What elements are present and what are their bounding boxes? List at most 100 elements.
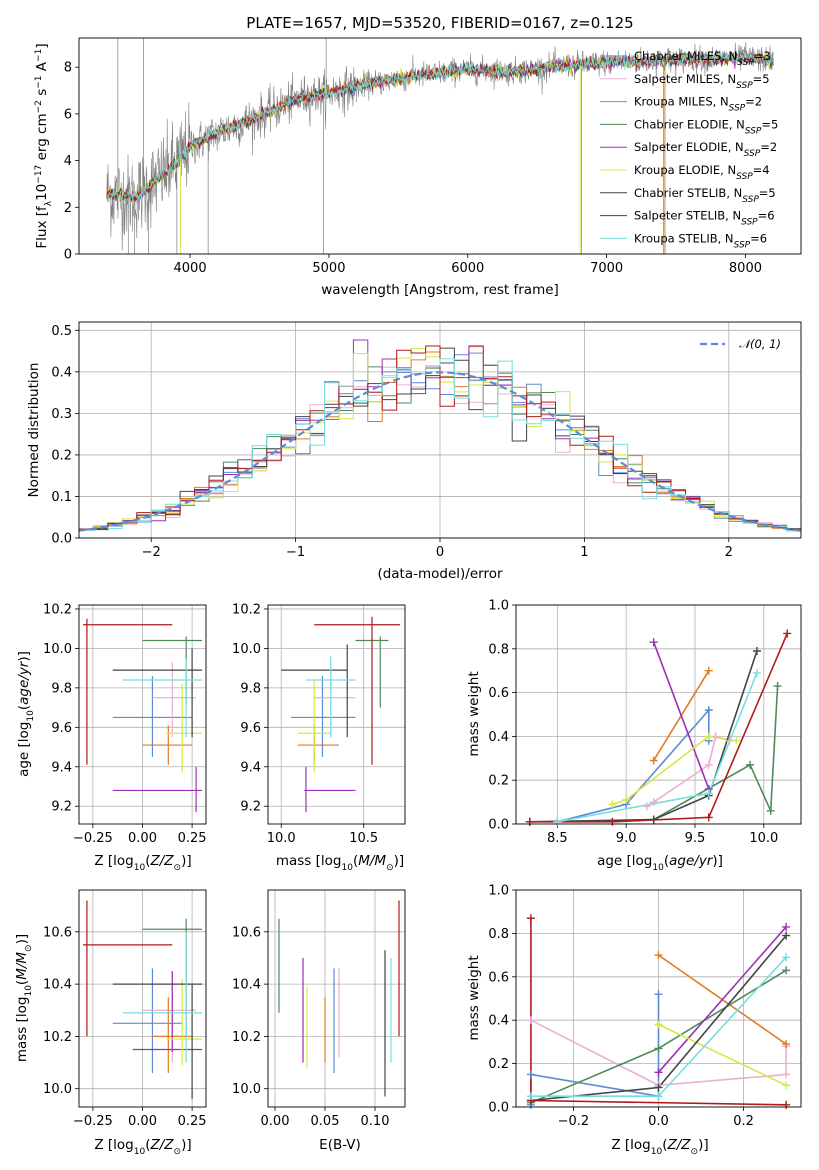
weight-point	[783, 629, 792, 638]
weight-line	[530, 1019, 787, 1087]
weight-point	[782, 931, 791, 940]
y-tick-label: 0.0	[488, 818, 509, 833]
y-tick-label: 10.0	[43, 642, 72, 657]
y-tick-label: 10.0	[232, 642, 261, 657]
legend-label: Chabrier STELIB, NSSP=5	[634, 186, 776, 205]
y-tick-label: 0.1	[51, 490, 72, 505]
y-tick-label: 10.2	[232, 602, 261, 617]
y-tick-label: 10.0	[232, 1082, 261, 1097]
weight-point	[654, 1083, 663, 1092]
y-tick-label: 6	[64, 107, 72, 122]
weight-point	[704, 813, 713, 822]
residuals-axes: −2 −1 0 1 2 0.0 0.1 0.2 0.3 0.4 0.5	[51, 321, 802, 560]
plot-area	[268, 890, 405, 1107]
y-tick-label: 0.0	[488, 1101, 509, 1116]
weight-point	[649, 756, 658, 765]
weight-point	[773, 682, 782, 691]
legend-label: Chabrier ELODIE, NSSP=5	[634, 117, 778, 136]
weight-line	[557, 707, 710, 823]
age-vs-mass-axes: 10.0 10.5 9.2 9.4 9.6 9.8 10.0 10.2	[232, 602, 406, 846]
y-tick-label: 9.4	[240, 760, 261, 775]
weight-point	[642, 802, 651, 811]
y-tick-label: 9.6	[240, 721, 261, 736]
weight-line	[530, 994, 660, 1105]
x-tick-label: 9.5	[685, 831, 706, 846]
x-tick-label: 8000	[729, 261, 762, 276]
weight-point	[654, 951, 663, 960]
axes-frame	[78, 604, 207, 825]
weight-line	[652, 641, 710, 790]
y-tick-label: 9.8	[240, 681, 261, 696]
legend-label: Kroupa ELODIE, NSSP=4	[634, 163, 770, 182]
weight-point	[782, 966, 791, 975]
plot-area	[268, 605, 405, 824]
spectrum-model-line	[106, 52, 774, 204]
x-tick-label: −0.25	[73, 1114, 113, 1129]
spectrum-axes: 4000 5000 6000 7000 8000 0 2 4 6 8	[64, 37, 802, 276]
x-tick-label: 4000	[174, 261, 207, 276]
y-tick-label: 2	[64, 201, 72, 216]
x-tick-label: 10.0	[749, 831, 778, 846]
weight-point	[649, 798, 658, 807]
y-tick-label: 0.8	[488, 927, 509, 942]
y-axis-label: Flux [fλ10−17 erg cm−2 s−1 A−1]	[34, 43, 54, 248]
x-tick-label: 0.10	[361, 1114, 390, 1129]
weight-point	[654, 1092, 663, 1101]
y-tick-label: 10.0	[43, 1082, 72, 1097]
y-tick-label: 0.4	[51, 365, 72, 380]
y-tick-label: 10.4	[43, 978, 72, 993]
y-axis-label: age [log10(age/yr)]	[16, 651, 36, 777]
plot-area	[79, 322, 801, 538]
y-tick-label: 0.2	[488, 1057, 509, 1072]
y-tick-label: 1.0	[488, 884, 509, 899]
weight-point	[526, 914, 535, 923]
y-tick-label: 10.6	[232, 925, 261, 940]
weight-point	[782, 1040, 791, 1049]
weight-line	[658, 1023, 787, 1087]
y-tick-label: 0.3	[51, 407, 72, 422]
axes-frame	[78, 889, 207, 1108]
y-tick-label: 0.5	[51, 324, 72, 339]
weight-line	[612, 735, 737, 806]
x-tick-label: 0.05	[311, 1114, 340, 1129]
x-axis-label: mass [log10(M/M⊙)]	[276, 853, 404, 873]
weight-point	[752, 646, 761, 655]
x-tick-label: 7000	[590, 261, 623, 276]
weight-point	[782, 1100, 791, 1109]
legend-label: 𝒩(0, 1)	[739, 337, 781, 351]
weight-point	[654, 1068, 663, 1077]
plot-area	[516, 605, 801, 824]
x-tick-label: 0.2	[733, 1114, 754, 1129]
weight-point	[649, 815, 658, 824]
x-tick-label: 0.00	[261, 1114, 290, 1129]
plot-area	[79, 605, 206, 824]
legend-label: Kroupa STELIB, NSSP=6	[634, 231, 767, 250]
x-tick-label: 2	[725, 545, 733, 560]
x-tick-label: 10.5	[349, 831, 378, 846]
mass-vs-Z-axes: −0.25 0.00 0.25 10.0 10.2 10.4 10.6	[43, 889, 207, 1129]
legend-label: Chabrier MILES, NSSP=3	[634, 49, 771, 68]
y-tick-label: 9.2	[240, 800, 261, 815]
weight-point	[608, 817, 617, 826]
x-tick-label: 0.25	[178, 1114, 207, 1129]
x-tick-label: −2	[142, 545, 161, 560]
weight-point	[725, 736, 734, 745]
y-tick-label: 8	[64, 61, 72, 76]
weight-point	[782, 1070, 791, 1079]
axes-frame	[267, 889, 406, 1108]
y-tick-label: 9.4	[51, 760, 72, 775]
y-tick-label: 1.0	[488, 599, 509, 614]
weight-point	[553, 817, 562, 826]
y-tick-label: 9.8	[51, 681, 72, 696]
x-axis-label: wavelength [Angstrom, rest frame]	[321, 282, 559, 298]
y-tick-label: 9.2	[51, 800, 72, 815]
weight-vs-Z-axes: −0.2 0.0 0.2 0.0 0.2 0.4 0.6 0.8 1.0	[488, 884, 802, 1129]
x-axis-label: Z [log10(Z/Z⊙)]	[94, 853, 191, 873]
x-axis-label: E(B-V)	[319, 1137, 361, 1153]
weight-point	[766, 806, 775, 815]
x-tick-label: 9.0	[616, 831, 637, 846]
weight-point	[782, 1081, 791, 1090]
x-axis-label: (data-model)/error	[377, 566, 503, 582]
legend-label: Salpeter MILES, NSSP=5	[634, 72, 770, 91]
x-axis-label: Z [log10(Z/Z⊙)]	[611, 1137, 708, 1157]
